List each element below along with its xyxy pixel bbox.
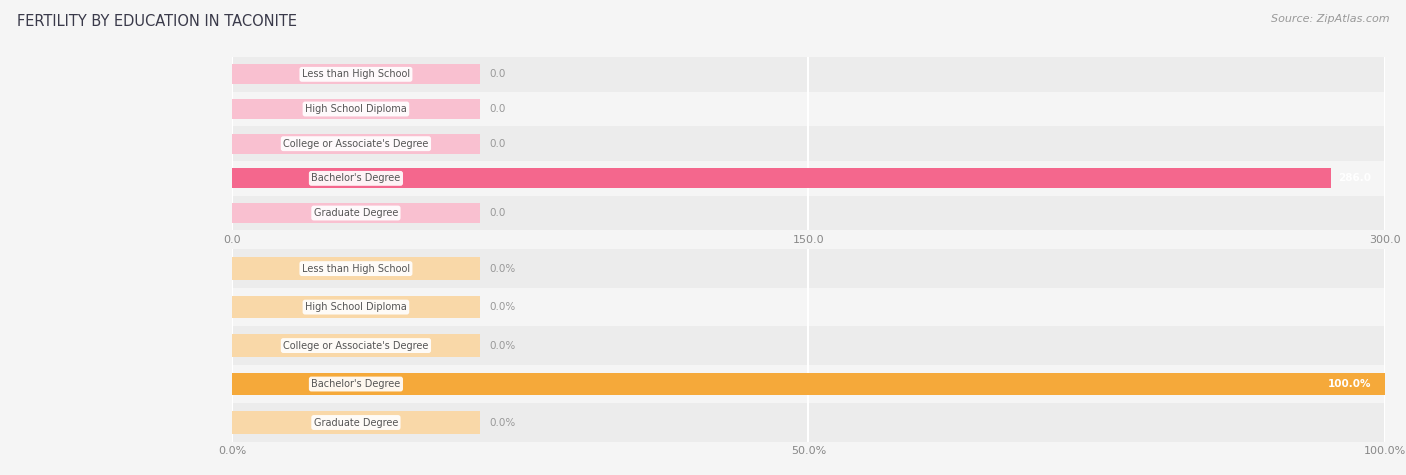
Bar [232, 64, 479, 85]
Bar [232, 92, 1385, 126]
Bar [232, 133, 479, 154]
Text: 0.0: 0.0 [489, 69, 506, 79]
Text: Bachelor's Degree: Bachelor's Degree [311, 173, 401, 183]
Bar [232, 365, 1385, 403]
Bar [232, 99, 479, 119]
Text: College or Associate's Degree: College or Associate's Degree [283, 341, 429, 351]
Text: 0.0: 0.0 [489, 139, 506, 149]
Text: College or Associate's Degree: College or Associate's Degree [283, 139, 429, 149]
Bar [232, 203, 479, 223]
Bar [232, 411, 479, 434]
Bar [232, 257, 479, 280]
Text: 286.0: 286.0 [1339, 173, 1371, 183]
Bar [232, 133, 479, 154]
Text: Source: ZipAtlas.com: Source: ZipAtlas.com [1271, 14, 1389, 24]
Text: Graduate Degree: Graduate Degree [314, 418, 398, 428]
Text: High School Diploma: High School Diploma [305, 104, 406, 114]
Text: 0.0: 0.0 [489, 104, 506, 114]
Text: 0.0%: 0.0% [489, 341, 516, 351]
Bar [232, 334, 479, 357]
Bar [232, 373, 1385, 395]
Bar [232, 126, 1385, 161]
Bar [232, 411, 479, 434]
Bar [232, 64, 479, 85]
Bar [232, 196, 1385, 230]
Text: Bachelor's Degree: Bachelor's Degree [311, 379, 401, 389]
Bar [232, 99, 479, 119]
Text: FERTILITY BY EDUCATION IN TACONITE: FERTILITY BY EDUCATION IN TACONITE [17, 14, 297, 29]
Text: 0.0%: 0.0% [489, 264, 516, 274]
Bar [232, 168, 1331, 189]
Text: 100.0%: 100.0% [1327, 379, 1371, 389]
Bar [232, 296, 479, 318]
Bar [232, 161, 1385, 196]
Bar [232, 257, 479, 280]
Text: High School Diploma: High School Diploma [305, 302, 406, 312]
Bar [232, 203, 479, 223]
Text: Less than High School: Less than High School [302, 69, 411, 79]
Text: Less than High School: Less than High School [302, 264, 411, 274]
Bar [232, 296, 479, 318]
Bar [232, 249, 1385, 288]
Text: 0.0: 0.0 [489, 208, 506, 218]
Text: 0.0%: 0.0% [489, 418, 516, 428]
Bar [232, 403, 1385, 442]
Text: Graduate Degree: Graduate Degree [314, 208, 398, 218]
Bar [232, 334, 479, 357]
Bar [232, 57, 1385, 92]
Bar [232, 288, 1385, 326]
Bar [232, 326, 1385, 365]
Text: 0.0%: 0.0% [489, 302, 516, 312]
